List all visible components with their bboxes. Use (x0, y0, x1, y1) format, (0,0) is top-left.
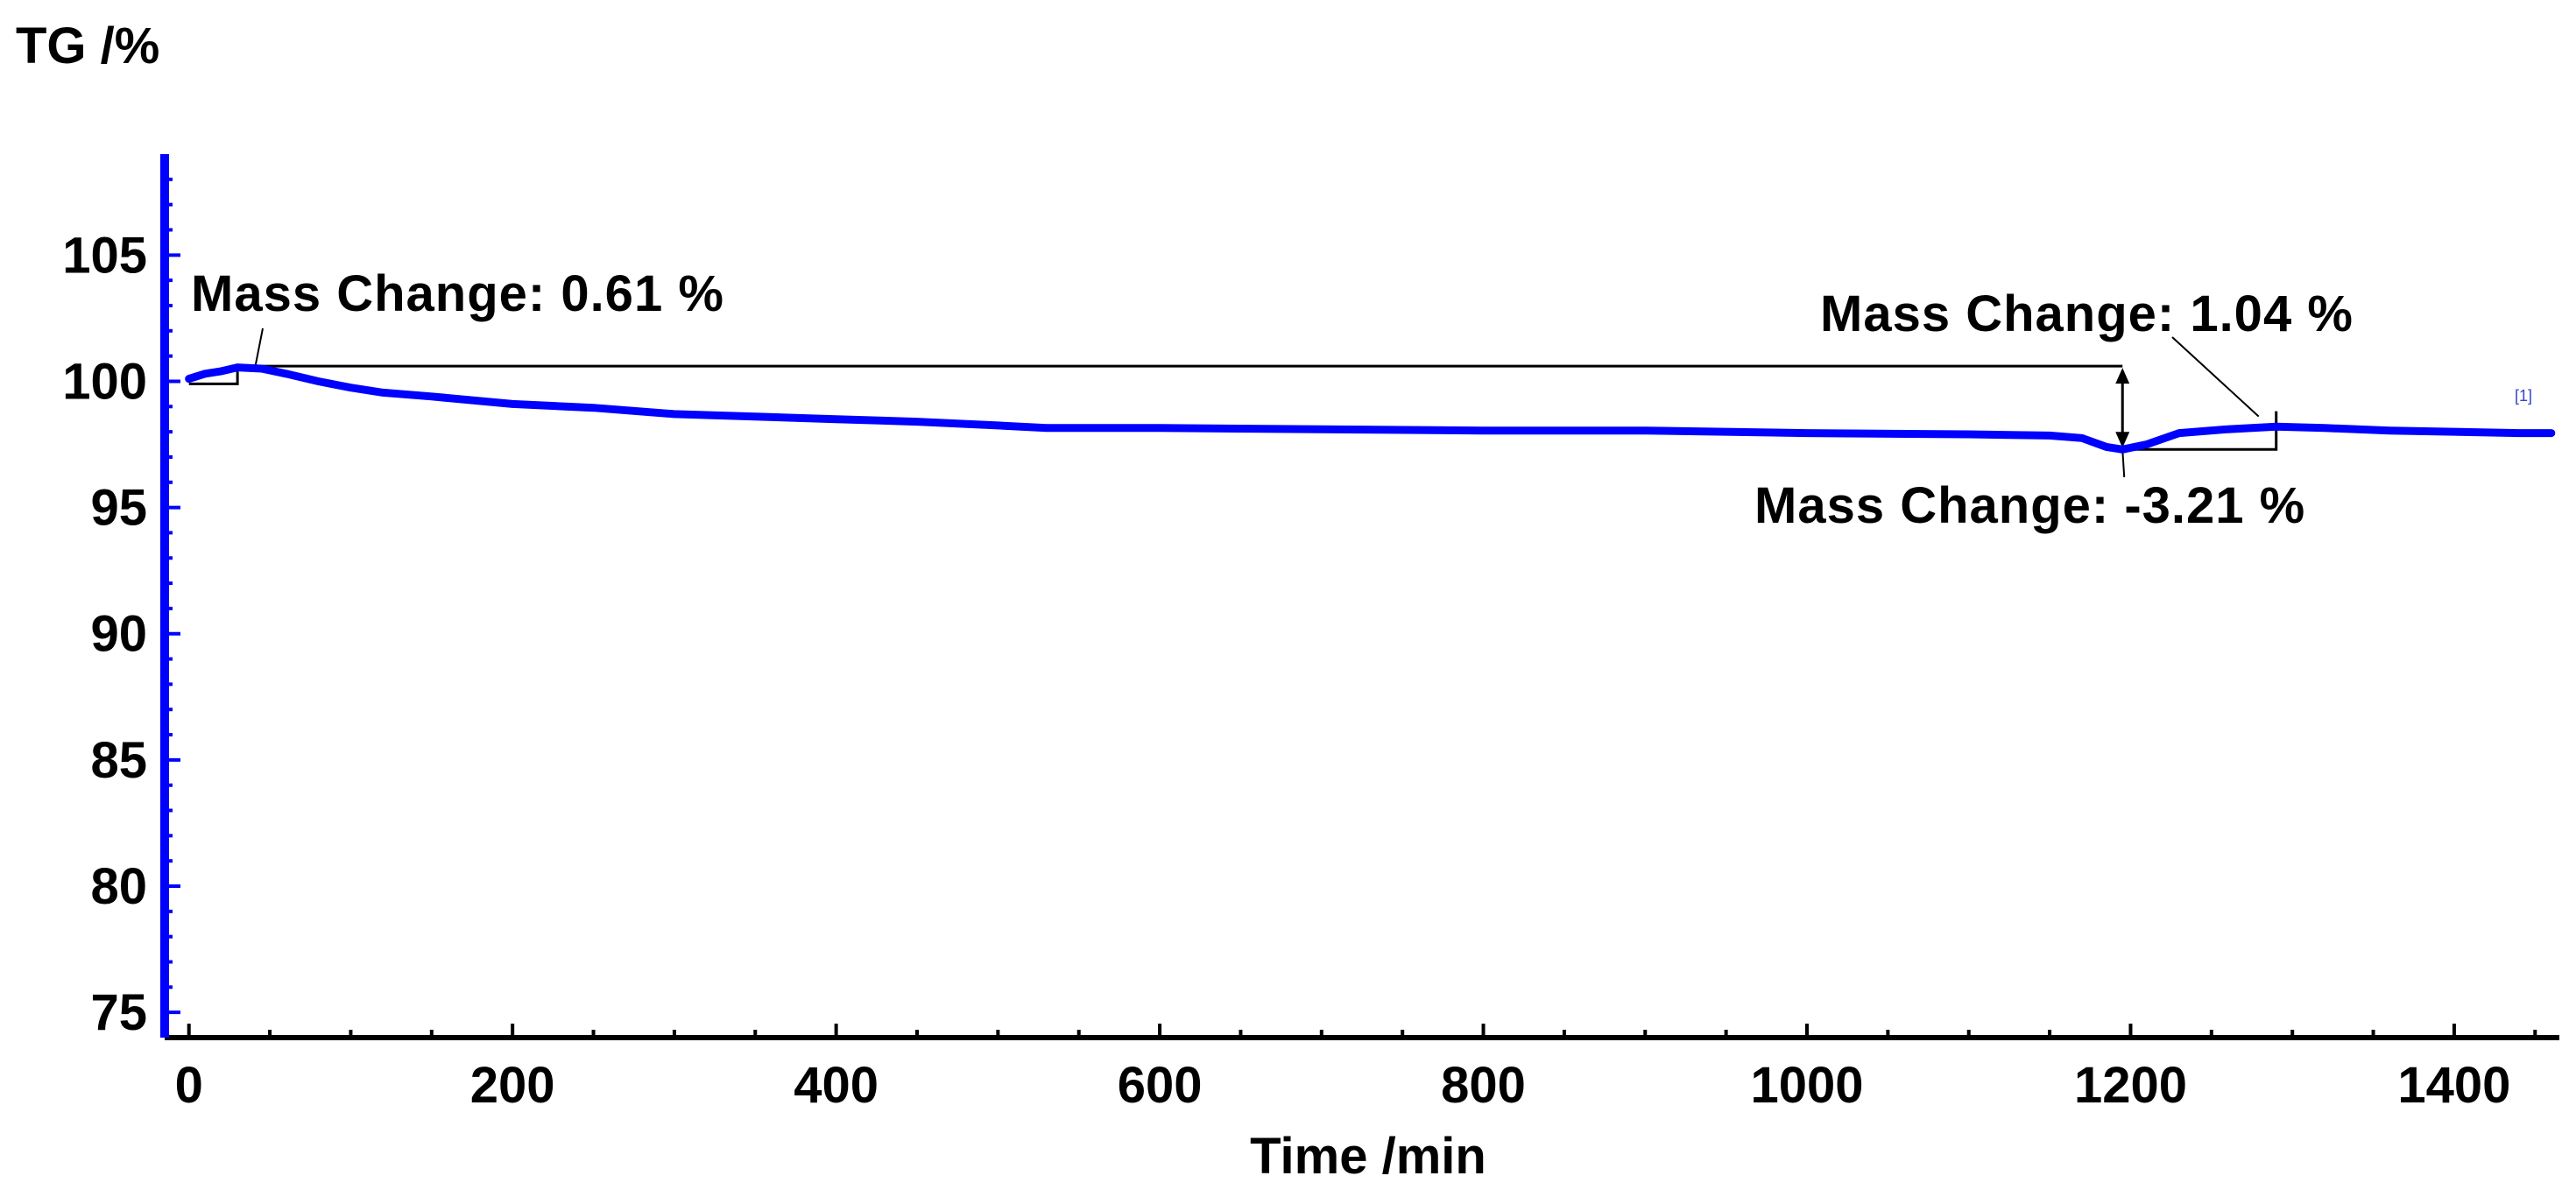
x-axis-title: Time /min (1250, 1128, 1486, 1185)
x-tick-label: 1000 (1750, 1057, 1863, 1114)
tg-curve (185, 363, 2556, 454)
y-axis-title: TG /% (16, 18, 159, 74)
x-tick-label: 400 (794, 1057, 879, 1114)
annotation-label-1: Mass Change: -3.21 % (1754, 477, 2305, 534)
y-tick-label: 80 (90, 858, 147, 915)
leader-line-0 (254, 327, 264, 369)
y-tick-label: 85 (90, 732, 147, 789)
annotation-label-0: Mass Change: 0.61 % (191, 265, 724, 322)
leader-line-2 (2171, 336, 2260, 418)
y-tick-label: 75 (90, 984, 147, 1041)
x-tick-label: 1200 (2074, 1057, 2187, 1114)
y-tick-label: 105 (62, 227, 147, 284)
curve-label: [1] (2515, 387, 2532, 405)
axes (160, 154, 2559, 1040)
annotation-label-2: Mass Change: 1.04 % (1820, 285, 2354, 342)
y-tick-label: 90 (90, 606, 147, 663)
arrowhead-up (2115, 368, 2130, 384)
step-marker-0 (188, 366, 239, 385)
series (185, 363, 2556, 454)
arrowhead-down (2115, 432, 2130, 448)
x-tick-label: 600 (1118, 1057, 1203, 1114)
annotation-labels: Mass Change: 0.61 % Mass Change: -3.21 %… (191, 265, 2354, 534)
x-tick-label: 800 (1441, 1057, 1526, 1114)
y-tick-label: 100 (62, 353, 147, 410)
y-tick-label: 95 (90, 480, 147, 537)
leader-line-1 (2121, 449, 2126, 478)
x-tick-label: 200 (470, 1057, 555, 1114)
ticks: 0 200 400 600 800 1000 1200 1400 75 80 85 90 95 100 10… (62, 177, 2537, 1114)
x-tick-label: 1400 (2397, 1057, 2510, 1114)
x-tick-label: 0 (175, 1057, 203, 1114)
